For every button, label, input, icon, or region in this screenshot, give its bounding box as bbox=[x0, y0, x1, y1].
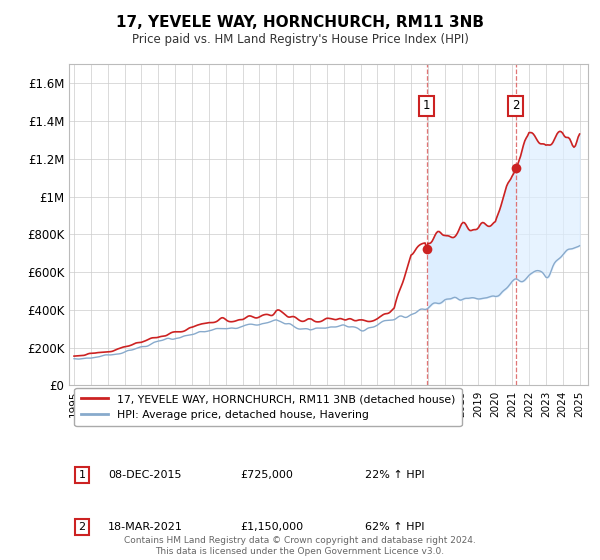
Text: 08-DEC-2015: 08-DEC-2015 bbox=[108, 470, 181, 480]
Text: 62% ↑ HPI: 62% ↑ HPI bbox=[365, 522, 424, 532]
Text: 1: 1 bbox=[79, 470, 85, 480]
Text: Contains HM Land Registry data © Crown copyright and database right 2024.
This d: Contains HM Land Registry data © Crown c… bbox=[124, 536, 476, 556]
Text: 18-MAR-2021: 18-MAR-2021 bbox=[108, 522, 183, 532]
Legend: 17, YEVELE WAY, HORNCHURCH, RM11 3NB (detached house), HPI: Average price, detac: 17, YEVELE WAY, HORNCHURCH, RM11 3NB (de… bbox=[74, 388, 461, 426]
Text: £725,000: £725,000 bbox=[240, 470, 293, 480]
Text: 2: 2 bbox=[79, 522, 86, 532]
Text: 22% ↑ HPI: 22% ↑ HPI bbox=[365, 470, 424, 480]
Text: Price paid vs. HM Land Registry's House Price Index (HPI): Price paid vs. HM Land Registry's House … bbox=[131, 32, 469, 46]
Text: 2: 2 bbox=[512, 100, 520, 113]
Text: 17, YEVELE WAY, HORNCHURCH, RM11 3NB: 17, YEVELE WAY, HORNCHURCH, RM11 3NB bbox=[116, 15, 484, 30]
Text: £1,150,000: £1,150,000 bbox=[240, 522, 304, 532]
Text: 1: 1 bbox=[423, 100, 430, 113]
